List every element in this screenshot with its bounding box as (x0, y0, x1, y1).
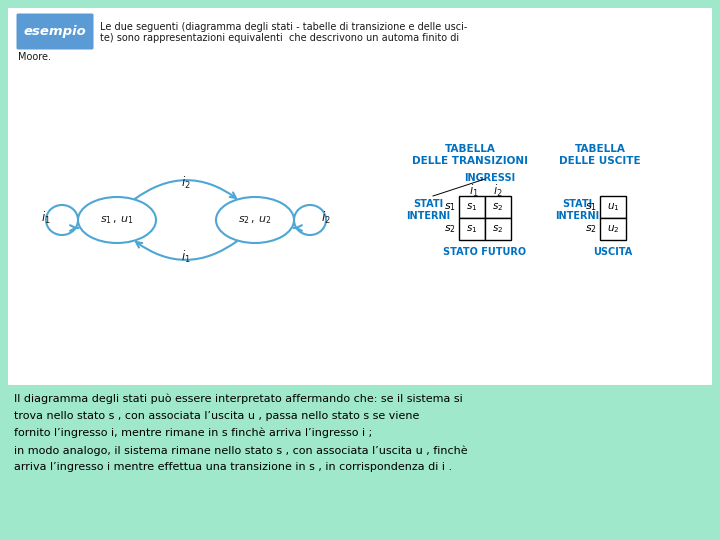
Bar (459, 218, 485, 240)
Text: $s_1$: $s_1$ (467, 201, 477, 213)
Text: $s_1$: $s_1$ (585, 201, 597, 213)
Text: $u_2$: $u_2$ (607, 223, 619, 235)
Text: $i_1$: $i_1$ (469, 183, 479, 199)
Text: TABELLA
DELLE TRANSIZIONI: TABELLA DELLE TRANSIZIONI (412, 144, 528, 166)
Text: $i_2$: $i_2$ (493, 183, 503, 199)
Text: $i_2$: $i_2$ (181, 175, 191, 191)
FancyBboxPatch shape (8, 8, 712, 385)
Text: $i_1$: $i_1$ (41, 210, 51, 226)
Text: arriva l’ingresso i mentre effettua una transizione in s , in corrispondenza di : arriva l’ingresso i mentre effettua una … (14, 462, 452, 472)
Text: $s_2$: $s_2$ (492, 223, 503, 235)
Bar (485, 218, 511, 240)
Text: TABELLA
DELLE USCITE: TABELLA DELLE USCITE (559, 144, 641, 166)
Text: $s_1\,,\,u_1$: $s_1\,,\,u_1$ (100, 214, 134, 226)
Text: Le due seguenti (diagramma degli stati - tabelle di transizione e delle usci-: Le due seguenti (diagramma degli stati -… (100, 22, 467, 32)
Text: in modo analogo, il sistema rimane nello stato s , con associata l’uscita u , fi: in modo analogo, il sistema rimane nello… (14, 445, 467, 456)
Text: $i_1$: $i_1$ (181, 249, 191, 265)
Text: $s_2$: $s_2$ (444, 223, 456, 235)
Bar (600, 218, 626, 240)
Text: fornito l’ingresso i, mentre rimane in s finchè arriva l’ingresso i ;: fornito l’ingresso i, mentre rimane in s… (14, 428, 372, 438)
Text: STATI
INTERNI: STATI INTERNI (406, 199, 450, 221)
Text: $s_1$: $s_1$ (444, 201, 456, 213)
Text: STATI
INTERNI: STATI INTERNI (555, 199, 599, 221)
Text: $u_1$: $u_1$ (607, 201, 619, 213)
Text: trova nello stato s , con associata l’uscita u , passa nello stato s se viene: trova nello stato s , con associata l’us… (14, 411, 419, 421)
Text: STATO FUTURO: STATO FUTURO (444, 247, 526, 257)
Text: INGRESSI: INGRESSI (464, 173, 516, 183)
Bar (485, 196, 511, 218)
Text: esempio: esempio (24, 25, 86, 38)
Bar (459, 196, 485, 218)
Ellipse shape (78, 197, 156, 243)
Text: $s_2$: $s_2$ (492, 201, 503, 213)
FancyBboxPatch shape (17, 14, 94, 50)
Text: $s_2$: $s_2$ (585, 223, 597, 235)
Text: Moore.: Moore. (18, 52, 51, 62)
Ellipse shape (216, 197, 294, 243)
Text: USCITA: USCITA (593, 247, 633, 257)
Text: $s_2\,,\,u_2$: $s_2\,,\,u_2$ (238, 214, 271, 226)
Bar (600, 196, 626, 218)
Text: Il diagramma degli stati può essere interpretato affermando che: se il sistema s: Il diagramma degli stati può essere inte… (14, 394, 463, 404)
Text: $s_1$: $s_1$ (467, 223, 477, 235)
Text: $i_2$: $i_2$ (321, 210, 331, 226)
Text: te) sono rappresentazioni equivalenti  che descrivono un automa finito di: te) sono rappresentazioni equivalenti ch… (100, 33, 459, 43)
